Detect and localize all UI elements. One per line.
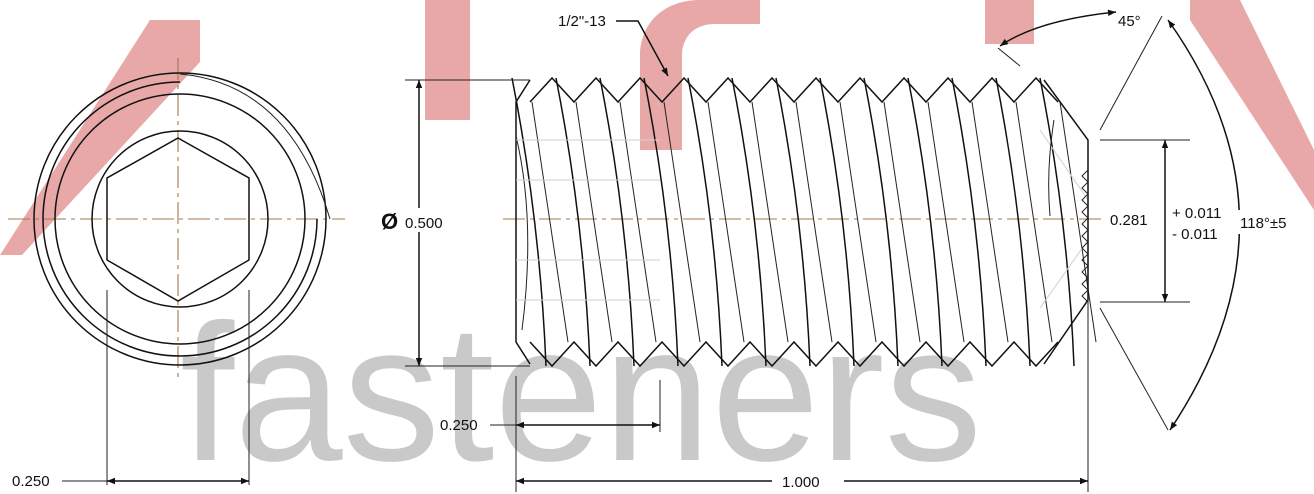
tolerance-plus-label: + 0.011 bbox=[1172, 205, 1221, 222]
end-view: 0.250 bbox=[8, 58, 345, 490]
thread-helix-crest bbox=[775, 77, 811, 367]
pitch-ref-label: 0.250 bbox=[440, 417, 478, 434]
cup-dia-label-bg bbox=[1108, 206, 1156, 230]
thread-helix-root bbox=[531, 101, 569, 343]
thread-helix-crest bbox=[1039, 77, 1075, 367]
minor-thread-circle bbox=[54, 93, 306, 345]
thread-callout-label: 1/2"-13 bbox=[558, 13, 606, 30]
tolerance-minus-label: - 0.011 bbox=[1172, 226, 1218, 243]
thread-bottom-profile bbox=[529, 340, 1059, 368]
thread-callout-leader bbox=[616, 20, 669, 77]
thread-profile bbox=[511, 76, 1097, 368]
watermark-tagline: fasteners bbox=[180, 284, 982, 494]
thread-helix-root bbox=[795, 101, 833, 343]
thread-helix-crest bbox=[863, 77, 899, 367]
chamfer-angle-extension-a bbox=[1099, 15, 1163, 131]
cup-point-knurl bbox=[1081, 169, 1089, 303]
cup-point-cone bbox=[1043, 79, 1089, 365]
socket-counterbore-circle bbox=[91, 130, 269, 308]
chamfer-angle-extension-c bbox=[997, 47, 1021, 67]
left-end-thread-start bbox=[515, 135, 529, 331]
hex-socket-icon bbox=[106, 137, 250, 302]
hex-width-label: 0.250 bbox=[12, 473, 50, 490]
watermark-brand-icon bbox=[0, 0, 1314, 255]
chamfer-angle-extension-b bbox=[1099, 307, 1169, 431]
thread-helix-root bbox=[707, 101, 745, 343]
diameter-symbol: Ø bbox=[381, 209, 398, 234]
overall-length-label: 1.000 bbox=[782, 474, 820, 491]
thread-helix-root bbox=[883, 101, 921, 343]
thread-helix-crest bbox=[599, 77, 635, 367]
outer-thread-circle bbox=[33, 72, 327, 366]
thread-helix-crest bbox=[995, 77, 1031, 367]
thread-helix-root bbox=[927, 101, 965, 343]
chamfer-angle-arc bbox=[999, 9, 1117, 47]
thread-helix-root bbox=[663, 101, 701, 343]
chamfer-angle-label: 45° bbox=[1118, 13, 1141, 30]
thread-helix-root bbox=[1015, 101, 1053, 343]
thread-spiral-tail bbox=[179, 73, 331, 220]
thread-helix-root bbox=[619, 101, 657, 343]
major-dia-label: 0.500 bbox=[405, 215, 443, 232]
thread-helix-crest bbox=[555, 77, 591, 367]
thread-helix-root bbox=[751, 101, 789, 343]
hidden-lines bbox=[516, 129, 1089, 309]
thread-helix-crest bbox=[511, 77, 547, 367]
thread-spiral-arc bbox=[42, 81, 318, 357]
thread-helix-crest bbox=[687, 77, 723, 367]
left-end-chamfer bbox=[515, 79, 531, 365]
tolerance-label-bg bbox=[1170, 200, 1228, 244]
cup-dia-label: 0.281 bbox=[1110, 212, 1148, 229]
thread-helix-root bbox=[971, 101, 1009, 343]
thread-helix-root bbox=[575, 101, 613, 343]
thread-helix-crest bbox=[731, 77, 767, 367]
major-dia-label-bg bbox=[378, 208, 460, 232]
thread-helix-crest bbox=[643, 77, 679, 367]
thread-helix-root bbox=[839, 101, 877, 343]
cup-angle-label-bg bbox=[1238, 210, 1306, 234]
overall-length-label-bg bbox=[772, 470, 844, 492]
thread-top-profile bbox=[529, 76, 1059, 104]
thread-helix-crest bbox=[951, 77, 987, 367]
cup-point-thread-run-out bbox=[1048, 119, 1055, 217]
cup-angle-label: 118°±5 bbox=[1240, 215, 1287, 232]
thread-helix-crest bbox=[907, 77, 943, 367]
cup-point-icon bbox=[1043, 79, 1089, 365]
side-view: Ø 0.500 1/2"-13 0.250 1.000 0.281 + 0.01… bbox=[378, 9, 1306, 492]
thread-helix-crest bbox=[819, 77, 855, 367]
thread-helix-root bbox=[1059, 101, 1097, 343]
